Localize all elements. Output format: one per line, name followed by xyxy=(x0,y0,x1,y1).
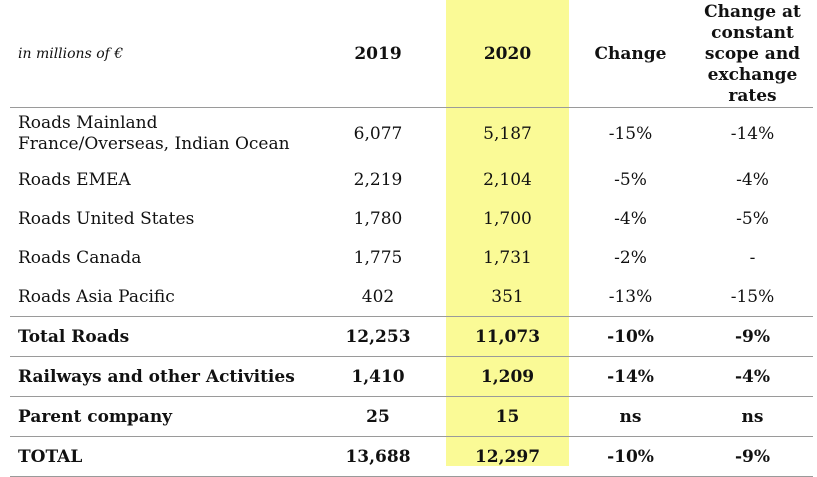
cell-2020: 351 xyxy=(491,286,524,307)
cell-2019: 2,219 xyxy=(353,169,403,190)
cell-change: -10% xyxy=(569,316,692,357)
column-header-2019: 2019 xyxy=(310,0,446,108)
column-header-2020: 2020 xyxy=(446,0,569,108)
cell-constant-change: -4% xyxy=(736,169,769,190)
row-label: Total Roads xyxy=(10,316,310,357)
cell-2020: 1,209 xyxy=(446,356,569,397)
total-row: Parent company 25 15 ns ns xyxy=(10,396,813,437)
grand-total-row: TOTAL 13,688 12,297 -10% -9% xyxy=(10,436,813,477)
cell-constant-change: - xyxy=(749,247,756,268)
cell-2020: 15 xyxy=(446,396,569,437)
cell-constant-change: -4% xyxy=(692,356,813,397)
cell-change: -13% xyxy=(608,286,653,307)
row-label: Roads Mainland France/Overseas, Indian O… xyxy=(18,113,290,154)
row-label: Roads United States xyxy=(18,208,195,229)
cell-2020: 2,104 xyxy=(483,169,532,190)
cell-constant-change: -14% xyxy=(730,124,775,144)
cell-2019: 1,780 xyxy=(353,208,403,229)
unit-label: in millions of € xyxy=(10,0,310,108)
cell-constant-change: -15% xyxy=(730,286,775,307)
cell-2019: 6,077 xyxy=(353,124,403,144)
table-row: Roads EMEA 2,219 2,104 -5% -4% xyxy=(10,160,813,199)
column-header-constant-change: Change at constant scope and exchange ra… xyxy=(692,0,813,108)
total-row: Railways and other Activities 1,410 1,20… xyxy=(10,356,813,397)
cell-change: -2% xyxy=(614,247,647,268)
cell-constant-change: -9% xyxy=(692,316,813,357)
total-row: Total Roads 12,253 11,073 -10% -9% xyxy=(10,316,813,357)
cell-2019: 13,688 xyxy=(310,436,446,477)
table-row: Roads Mainland France/Overseas, Indian O… xyxy=(10,108,813,161)
cell-change: ns xyxy=(569,396,692,437)
revenue-table: in millions of € 2019 2020 Change Change… xyxy=(10,0,813,477)
row-label: Railways and other Activities xyxy=(10,356,310,397)
cell-2019: 1,775 xyxy=(353,247,403,268)
cell-change: -5% xyxy=(614,169,647,190)
cell-2019: 12,253 xyxy=(310,316,446,357)
cell-2019: 25 xyxy=(310,396,446,437)
cell-change: -4% xyxy=(614,208,647,229)
cell-2019: 402 xyxy=(361,286,395,307)
cell-constant-change: -5% xyxy=(736,208,769,229)
cell-2020: 11,073 xyxy=(446,316,569,357)
column-header-change: Change xyxy=(569,0,692,108)
cell-change: -14% xyxy=(569,356,692,397)
cell-constant-change: ns xyxy=(692,396,813,437)
row-label: TOTAL xyxy=(10,436,310,477)
cell-2020: 1,731 xyxy=(483,247,532,268)
row-label: Parent company xyxy=(10,396,310,437)
cell-change: -10% xyxy=(569,436,692,477)
header-row: in millions of € 2019 2020 Change Change… xyxy=(10,0,813,108)
cell-constant-change: -9% xyxy=(692,436,813,477)
table-row: Roads Asia Pacific 402 351 -13% -15% xyxy=(10,277,813,317)
cell-2020: 1,700 xyxy=(483,208,532,229)
table-row: Roads Canada 1,775 1,731 -2% - xyxy=(10,238,813,277)
cell-2020: 5,187 xyxy=(483,124,532,144)
cell-2020: 12,297 xyxy=(446,436,569,477)
row-label: Roads EMEA xyxy=(18,169,131,190)
cell-change: -15% xyxy=(608,124,653,144)
row-label: Roads Asia Pacific xyxy=(18,286,175,307)
row-label: Roads Canada xyxy=(18,247,142,268)
cell-2019: 1,410 xyxy=(310,356,446,397)
table-row: Roads United States 1,780 1,700 -4% -5% xyxy=(10,199,813,238)
